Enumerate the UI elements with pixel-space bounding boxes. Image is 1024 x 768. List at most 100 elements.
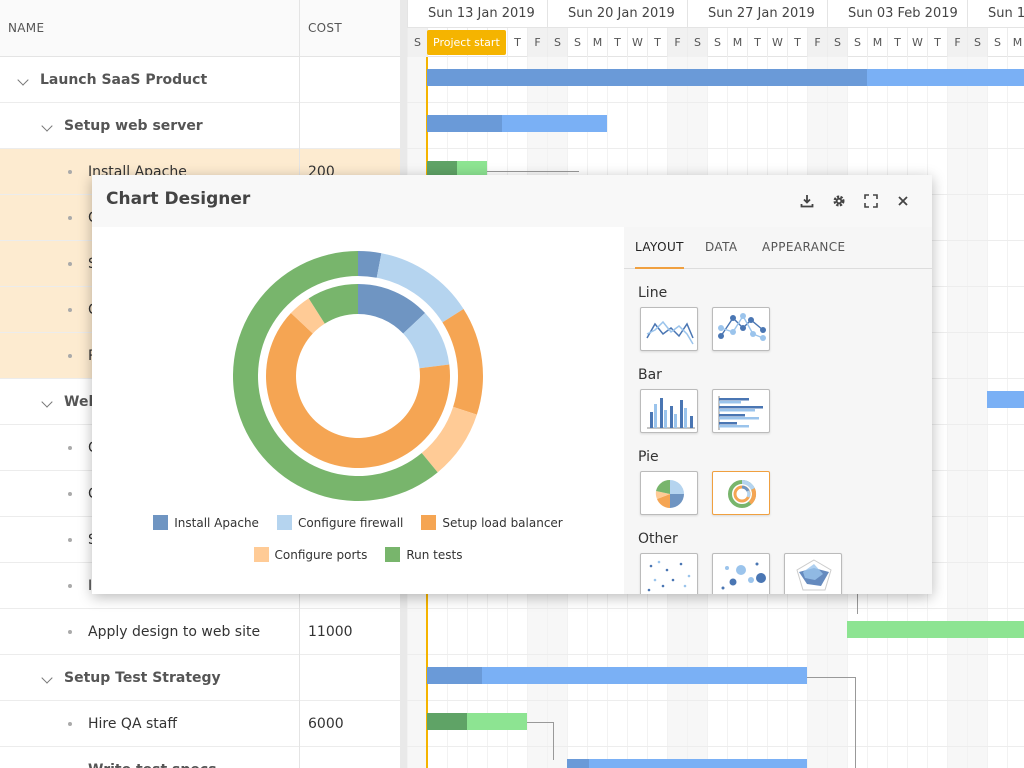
- chevron-down-icon[interactable]: [41, 396, 53, 408]
- timeline-row-line: [407, 608, 1024, 609]
- chevron-down-icon[interactable]: [41, 120, 53, 132]
- bubble-chart-icon[interactable]: [712, 553, 770, 594]
- section-other-label: Other: [638, 531, 678, 547]
- donut-slice-outer-3[interactable]: [421, 406, 477, 473]
- grid-row[interactable]: Write test specs: [0, 747, 400, 768]
- grid-row[interactable]: Launch SaaS Product: [0, 57, 400, 103]
- legend-item[interactable]: Run tests: [385, 547, 462, 562]
- summary-task-bar[interactable]: [567, 759, 807, 768]
- donut-slice-outer-2[interactable]: [442, 309, 483, 415]
- task-progress: [567, 759, 589, 768]
- line-chart-icon[interactable]: [640, 307, 698, 351]
- task-cost: 11000: [308, 624, 353, 640]
- fullscreen-icon[interactable]: [862, 192, 880, 210]
- dialog-title: Chart Designer: [106, 189, 251, 209]
- gear-icon[interactable]: [830, 192, 848, 210]
- designer-tabs: LAYOUT DATA APPEARANCE: [624, 227, 932, 269]
- day-label: M: [587, 28, 607, 57]
- donut-slice-inner-2[interactable]: [266, 313, 450, 468]
- chart-legend-row-2: Configure ports Run tests: [92, 547, 624, 562]
- task-name-cell[interactable]: Launch SaaS Product: [0, 57, 300, 103]
- legend-label: Configure ports: [274, 547, 368, 562]
- task-name-cell[interactable]: Hire QA staff: [0, 701, 300, 747]
- task-name: Launch SaaS Product: [40, 72, 208, 88]
- task-name-cell[interactable]: Write test specs: [0, 747, 300, 768]
- tab-layout[interactable]: LAYOUT: [635, 227, 684, 269]
- tab-data[interactable]: DATA: [705, 240, 738, 254]
- task-progress: [427, 69, 867, 86]
- legend-label: Run tests: [406, 547, 463, 562]
- donut-slice-outer-0[interactable]: [358, 251, 382, 278]
- dialog-header[interactable]: Chart Designer: [92, 175, 932, 227]
- donut-slice-inner-0[interactable]: [358, 284, 426, 334]
- week-label: Sun 13 Jan 2019: [407, 0, 547, 28]
- donut-chart-icon[interactable]: [712, 471, 770, 515]
- download-icon[interactable]: [798, 192, 816, 210]
- chevron-down-icon[interactable]: [65, 764, 77, 768]
- task-name: I: [88, 578, 93, 594]
- task-name-cell[interactable]: Setup Test Strategy: [0, 655, 300, 701]
- donut-slice-inner-3[interactable]: [290, 298, 325, 334]
- pie-chart-icon[interactable]: [640, 471, 698, 515]
- chevron-down-icon[interactable]: [41, 672, 53, 684]
- day-label: W: [907, 28, 927, 57]
- cost-column-header[interactable]: COST: [308, 21, 342, 35]
- tab-appearance[interactable]: APPEARANCE: [762, 240, 846, 254]
- bar-chart-icon[interactable]: [712, 389, 770, 433]
- day-label: F: [947, 28, 967, 57]
- task-bar[interactable]: [847, 621, 1024, 638]
- summary-task-bar[interactable]: [987, 391, 1024, 408]
- timeline-row-line: [407, 746, 1024, 747]
- scatter-chart-icon[interactable]: [640, 553, 698, 594]
- summary-task-bar[interactable]: [427, 115, 607, 132]
- summary-task-bar[interactable]: [427, 69, 1024, 86]
- day-column: [947, 57, 967, 768]
- timeline-row-line: [407, 654, 1024, 655]
- summary-task-bar[interactable]: [427, 667, 807, 684]
- grid-row[interactable]: Hire QA staff 6000: [0, 701, 400, 747]
- donut-slice-inner-1[interactable]: [403, 313, 450, 369]
- day-label: M: [727, 28, 747, 57]
- chevron-down-icon[interactable]: [17, 74, 29, 86]
- bullet-icon: [68, 446, 72, 450]
- timeline-row-line: [407, 700, 1024, 701]
- column-chart-icon[interactable]: [640, 389, 698, 433]
- legend-item[interactable]: Configure firewall: [276, 515, 403, 530]
- task-name: Setup web server: [64, 118, 203, 134]
- day-label: T: [747, 28, 767, 57]
- task-name-cell[interactable]: Apply design to web site: [0, 609, 300, 655]
- task-bar[interactable]: [427, 713, 527, 730]
- donut-slice-outer-1[interactable]: [376, 253, 464, 323]
- task-bar[interactable]: [427, 161, 487, 178]
- legend-swatch: [276, 515, 292, 530]
- day-label: S: [407, 28, 427, 57]
- grid-row[interactable]: Apply design to web site 11000: [0, 609, 400, 655]
- legend-item[interactable]: Configure ports: [253, 547, 368, 562]
- task-progress: [427, 667, 482, 684]
- day-column: [987, 57, 1007, 768]
- day-label: S: [987, 28, 1007, 57]
- dependency-line: [857, 594, 858, 614]
- line-marker-chart-icon[interactable]: [712, 307, 770, 351]
- grid-header: NAME COST: [0, 0, 400, 57]
- name-column-header[interactable]: NAME: [0, 0, 300, 56]
- close-icon[interactable]: [894, 192, 912, 210]
- legend-item[interactable]: Install Apache: [153, 515, 259, 530]
- section-line-label: Line: [638, 285, 668, 301]
- radar-chart-icon[interactable]: [784, 553, 842, 594]
- donut-slice-outer-4[interactable]: [232, 251, 438, 501]
- day-label: T: [507, 28, 527, 57]
- day-label: S: [847, 28, 867, 57]
- dependency-line: [807, 677, 855, 678]
- grid-row[interactable]: Setup Test Strategy: [0, 655, 400, 701]
- grid-row[interactable]: Setup web server: [0, 103, 400, 149]
- designer-sidebar: LAYOUT DATA APPEARANCE Line Bar Pie: [624, 227, 932, 594]
- section-bar-label: Bar: [638, 367, 662, 383]
- donut-slice-inner-4[interactable]: [308, 284, 358, 324]
- day-column: [1007, 57, 1024, 768]
- task-progress: [427, 115, 502, 132]
- legend-item[interactable]: Setup load balancer: [421, 515, 563, 530]
- task-name-cell[interactable]: Setup web server: [0, 103, 300, 149]
- bullet-icon: [68, 630, 72, 634]
